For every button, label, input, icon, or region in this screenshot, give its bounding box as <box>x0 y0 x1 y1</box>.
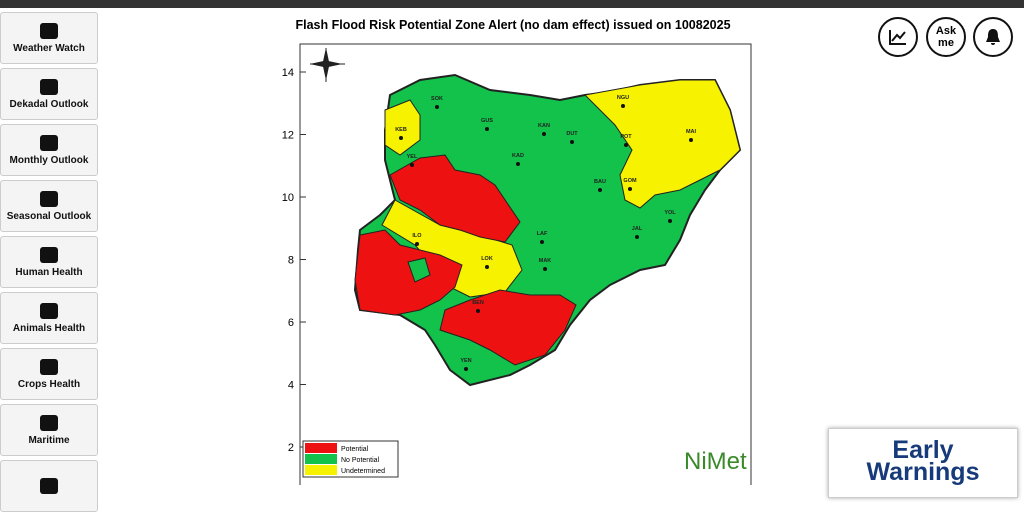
state-marker <box>435 105 439 109</box>
state-marker <box>628 187 632 191</box>
y-tick-label: 8 <box>288 255 294 267</box>
button-label: Monthly Outlook <box>9 154 89 166</box>
state-marker <box>570 140 574 144</box>
button-label: Human Health <box>15 266 83 278</box>
banner-line: Warnings <box>866 458 980 486</box>
icon <box>40 78 58 95</box>
state-marker <box>410 163 414 167</box>
map-title: Flash Flood Risk Potential Zone Alert (n… <box>295 18 730 32</box>
legend-label: Potential <box>341 446 369 453</box>
y-axis: 14 12 10 8 6 4 2 <box>282 67 306 454</box>
state-marker <box>415 242 419 246</box>
state-label: GOM <box>623 178 637 184</box>
button-label: Maritime <box>28 434 70 446</box>
nigeria-map <box>353 73 742 387</box>
state-labels: SOK KEB GUS KAN DUT NGU POT MAI GOM YOL JAL LAF ILO L… <box>395 95 697 371</box>
state-marker <box>635 235 639 239</box>
icon <box>40 190 58 207</box>
state-marker <box>689 138 693 142</box>
y-tick-label: 12 <box>282 130 294 142</box>
state-marker <box>485 265 489 269</box>
state-label: NGU <box>617 95 629 101</box>
state-marker <box>516 162 520 166</box>
sidebar-button[interactable]: Maritime <box>0 404 98 456</box>
state-label: GUS <box>481 118 493 124</box>
state-label: BAU <box>594 179 606 185</box>
y-tick-label: 4 <box>288 380 294 392</box>
state-label: MAI <box>686 129 697 135</box>
state-label: LAF <box>537 231 548 237</box>
state-label: BEN <box>472 300 484 306</box>
button-label: Dekadal Outlook <box>9 98 89 110</box>
icon <box>40 246 58 263</box>
state-marker <box>542 132 546 136</box>
map-figure: Flash Flood Risk Potential Zone Alert (n… <box>282 18 752 485</box>
state-marker <box>598 188 602 192</box>
top-bar <box>0 0 1024 8</box>
sidebar-button[interactable]: Seasonal Outlook <box>0 180 98 232</box>
ask-button[interactable]: Ask me <box>926 17 966 57</box>
chart-button[interactable] <box>878 17 918 57</box>
icon <box>40 414 58 431</box>
alert-button[interactable] <box>973 17 1013 57</box>
sidebar-button[interactable]: Crops Health <box>0 348 98 400</box>
y-tick-label: 14 <box>282 67 294 79</box>
y-tick-label: 10 <box>282 192 294 204</box>
button-label: Crops Health <box>17 378 81 390</box>
state-label: SOK <box>431 96 443 102</box>
state-label: JAL <box>632 226 643 232</box>
state-label: DUT <box>566 131 578 137</box>
state-marker <box>485 127 489 131</box>
state-marker <box>476 309 480 313</box>
state-marker <box>464 367 468 371</box>
compass <box>310 48 345 82</box>
sidebar-button[interactable]: Monthly Outlook <box>0 124 98 176</box>
banner-line: Early <box>892 436 954 464</box>
icon <box>40 22 58 39</box>
state-label: YEL <box>407 154 418 160</box>
legend: Potential No Potential Undetermined <box>302 440 399 478</box>
nimet-logo: NiMet <box>684 448 747 475</box>
button-label: Seasonal Outlook <box>6 210 92 222</box>
sidebar-button[interactable]: Animals Health <box>0 292 98 344</box>
state-label: LOK <box>481 256 493 262</box>
state-label: ILO <box>412 233 422 239</box>
icon <box>40 134 58 151</box>
state-label: KEB <box>395 127 407 133</box>
icon <box>40 358 58 375</box>
state-marker <box>621 104 625 108</box>
sidebar: Weather Watch Dekadal Outlook Monthly Outl… <box>0 12 98 516</box>
sidebar-button[interactable]: Weather Watch <box>0 12 98 64</box>
y-tick-label: 6 <box>288 317 294 329</box>
y-tick-label: 2 <box>288 442 294 454</box>
state-label: MAK <box>539 258 552 264</box>
state-marker <box>540 240 544 244</box>
state-label: KAN <box>538 123 550 129</box>
state-marker <box>624 143 628 147</box>
state-marker <box>399 136 403 140</box>
icon <box>40 302 58 319</box>
state-label: KAD <box>512 153 524 159</box>
state-marker <box>668 219 672 223</box>
state-label: YOL <box>664 210 676 216</box>
button-label: Weather Watch <box>13 42 85 54</box>
state-label: POT <box>620 134 632 140</box>
legend-label: Undetermined <box>341 468 385 475</box>
map-frame <box>299 43 752 485</box>
button-label: Animals Health <box>12 322 86 334</box>
sidebar-button[interactable]: Human Health <box>0 236 98 288</box>
state-label: YEN <box>460 358 471 364</box>
state-marker <box>543 267 547 271</box>
sidebar-button[interactable]: Dekadal Outlook <box>0 68 98 120</box>
legend-label: No Potential <box>341 457 380 464</box>
